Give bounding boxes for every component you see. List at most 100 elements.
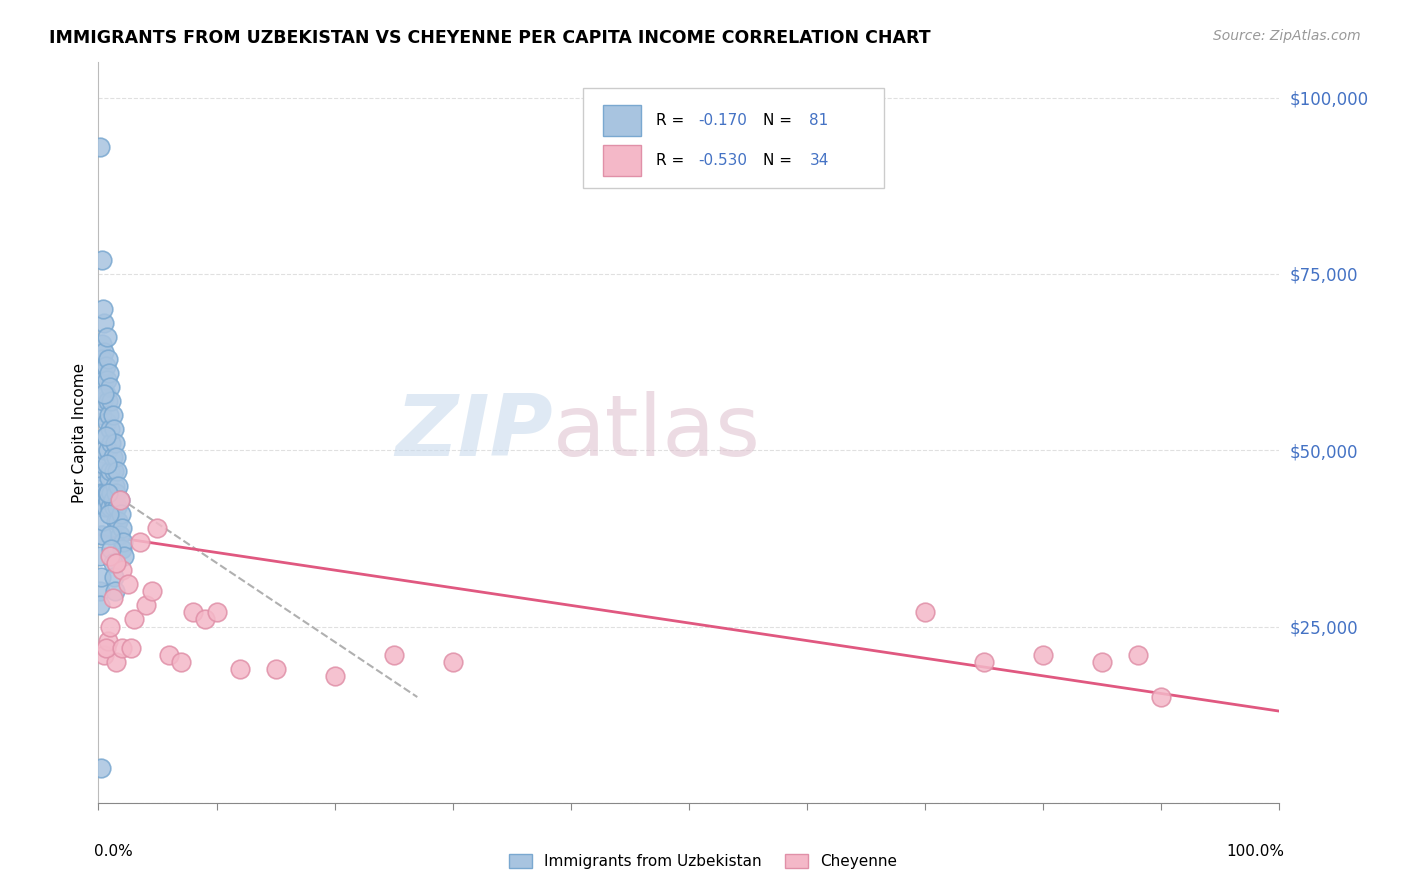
Point — [973, 655, 995, 669]
Point — [141, 584, 163, 599]
Point — [89, 584, 111, 599]
Point — [91, 528, 114, 542]
Point — [170, 655, 193, 669]
Point — [105, 500, 128, 514]
Point — [111, 521, 134, 535]
Point — [103, 500, 125, 514]
Point — [97, 485, 120, 500]
Point — [93, 443, 115, 458]
Point — [111, 541, 134, 556]
Point — [107, 478, 129, 492]
Point — [94, 429, 117, 443]
Point — [91, 252, 114, 267]
Point — [98, 422, 121, 436]
Point — [108, 528, 131, 542]
Point — [108, 492, 131, 507]
Point — [117, 577, 139, 591]
Point — [98, 549, 121, 563]
Point — [96, 415, 118, 429]
Point — [441, 655, 464, 669]
Point — [94, 640, 117, 655]
Point — [90, 492, 112, 507]
Point — [98, 619, 121, 633]
Point — [121, 640, 143, 655]
Point — [229, 662, 252, 676]
Point — [101, 492, 124, 507]
Point — [93, 316, 115, 330]
Point — [91, 458, 114, 472]
Point — [111, 563, 134, 577]
Text: 0.0%: 0.0% — [94, 844, 132, 858]
Text: atlas: atlas — [553, 391, 761, 475]
Point — [100, 541, 122, 556]
Bar — [603, 145, 641, 176]
Point — [98, 500, 121, 514]
Point — [98, 464, 121, 478]
Point — [90, 528, 112, 542]
Point — [90, 485, 112, 500]
Point — [100, 393, 122, 408]
Text: -0.530: -0.530 — [699, 153, 748, 168]
Point — [111, 640, 134, 655]
Point — [103, 422, 125, 436]
Point — [91, 514, 114, 528]
Point — [93, 387, 115, 401]
Point — [100, 485, 122, 500]
Point — [1032, 648, 1054, 662]
Point — [181, 606, 204, 620]
Point — [914, 606, 936, 620]
FancyBboxPatch shape — [582, 88, 884, 188]
Point — [94, 500, 117, 514]
Point — [93, 344, 115, 359]
Point — [91, 302, 114, 317]
Point — [103, 570, 125, 584]
Point — [122, 612, 145, 626]
Point — [89, 549, 111, 563]
Point — [96, 458, 118, 472]
Point — [104, 478, 127, 492]
Point — [1150, 690, 1173, 704]
Point — [104, 436, 127, 450]
Point — [101, 450, 124, 465]
Text: Source: ZipAtlas.com: Source: ZipAtlas.com — [1213, 29, 1361, 43]
Point — [98, 408, 121, 422]
Point — [104, 584, 127, 599]
Point — [96, 330, 118, 344]
Point — [135, 599, 157, 613]
Point — [101, 591, 124, 606]
Point — [91, 366, 114, 380]
Point — [128, 535, 150, 549]
Point — [97, 393, 120, 408]
Point — [91, 351, 114, 366]
Point — [96, 373, 118, 387]
Point — [205, 606, 228, 620]
Point — [89, 464, 111, 478]
Point — [105, 514, 128, 528]
Point — [194, 612, 217, 626]
Point — [93, 373, 115, 387]
Text: N =: N = — [763, 153, 797, 168]
Point — [97, 492, 120, 507]
Point — [97, 351, 120, 366]
Text: R =: R = — [655, 113, 689, 128]
Point — [98, 366, 121, 380]
Point — [89, 140, 111, 154]
Text: R =: R = — [655, 153, 689, 168]
Point — [91, 408, 114, 422]
Point — [98, 471, 121, 485]
Point — [105, 450, 128, 465]
Text: N =: N = — [763, 113, 797, 128]
Text: IMMIGRANTS FROM UZBEKISTAN VS CHEYENNE PER CAPITA INCOME CORRELATION CHART: IMMIGRANTS FROM UZBEKISTAN VS CHEYENNE P… — [49, 29, 931, 46]
Y-axis label: Per Capita Income: Per Capita Income — [72, 362, 87, 503]
Point — [105, 556, 128, 570]
Point — [264, 662, 287, 676]
Point — [98, 507, 121, 521]
Text: 81: 81 — [810, 113, 828, 128]
Point — [103, 464, 125, 478]
Legend: Immigrants from Uzbekistan, Cheyenne: Immigrants from Uzbekistan, Cheyenne — [503, 848, 903, 875]
Text: ZIP: ZIP — [395, 391, 553, 475]
Point — [110, 507, 132, 521]
Point — [89, 599, 111, 613]
Point — [93, 648, 115, 662]
Point — [90, 760, 112, 774]
